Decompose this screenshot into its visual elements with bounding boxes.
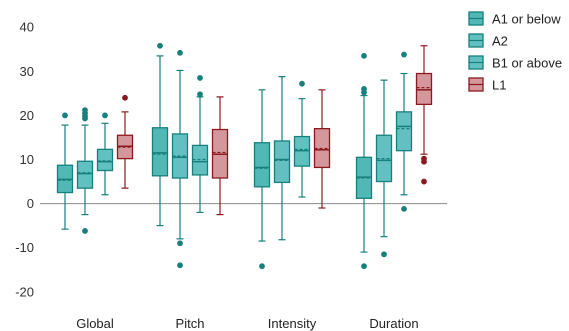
box-iqr bbox=[253, 142, 271, 188]
y-tick-label: 20 bbox=[20, 108, 34, 123]
y-tick-label: -10 bbox=[15, 240, 34, 255]
category-label-duration: Duration bbox=[369, 316, 418, 331]
box-l1-intensity bbox=[313, 89, 331, 209]
y-tick-label: 0 bbox=[27, 196, 34, 211]
outlier-point bbox=[177, 240, 183, 247]
outlier-point bbox=[102, 112, 108, 119]
outlier-point bbox=[421, 158, 427, 165]
box-a2-pitch bbox=[171, 49, 189, 269]
box-a1-or-below-pitch bbox=[151, 42, 169, 227]
outlier-point bbox=[361, 263, 367, 270]
outlier-point bbox=[421, 178, 427, 185]
series-a1-or-below bbox=[56, 42, 373, 270]
outlier-point bbox=[157, 42, 163, 49]
legend-label: A2 bbox=[492, 34, 508, 49]
outlier-point bbox=[177, 49, 183, 56]
outlier-point bbox=[361, 89, 367, 96]
box-iqr bbox=[96, 148, 114, 172]
box-iqr bbox=[273, 140, 291, 184]
box-l1-duration bbox=[415, 45, 433, 185]
category-label-intensity: Intensity bbox=[268, 316, 317, 331]
x-axis: Global Pitch Intensity Duration bbox=[76, 316, 418, 331]
box-a1-or-below-global bbox=[56, 112, 74, 230]
outlier-point bbox=[259, 263, 265, 270]
y-tick-label: 10 bbox=[20, 152, 34, 167]
box-iqr bbox=[151, 127, 169, 177]
box-b1-or-above-duration bbox=[395, 51, 413, 212]
legend-item-a2: A2 bbox=[468, 33, 508, 49]
y-tick-label: 40 bbox=[20, 20, 34, 35]
outlier-point bbox=[381, 251, 387, 258]
outlier-point bbox=[197, 75, 203, 81]
y-tick-label: 30 bbox=[20, 64, 34, 79]
legend: A1 or below A2 B1 or above L1 bbox=[468, 11, 562, 93]
outlier-point bbox=[82, 228, 88, 234]
outlier-point bbox=[299, 80, 305, 87]
box-b1-or-above-pitch bbox=[191, 75, 209, 214]
outlier-point bbox=[361, 52, 367, 59]
y-axis: -20 -10 0 10 20 30 40 bbox=[15, 20, 34, 300]
box-a1-or-below-duration bbox=[355, 52, 373, 270]
category-label-global: Global bbox=[76, 316, 114, 331]
outlier-point bbox=[82, 115, 88, 122]
box-b1-or-above-intensity bbox=[293, 80, 311, 198]
category-label-pitch: Pitch bbox=[176, 316, 205, 331]
outlier-point bbox=[177, 262, 183, 269]
legend-item-b1-or-above: B1 or above bbox=[468, 55, 562, 71]
legend-label: B1 or above bbox=[492, 56, 562, 71]
legend-item-l1: L1 bbox=[468, 77, 506, 93]
outlier-point bbox=[197, 91, 203, 98]
outlier-point bbox=[401, 205, 407, 212]
series-a2 bbox=[76, 49, 393, 269]
series-l1 bbox=[116, 45, 433, 216]
box-l1-global bbox=[116, 94, 134, 189]
box-iqr bbox=[395, 111, 413, 152]
box-a2-global bbox=[76, 107, 94, 234]
box-iqr bbox=[76, 160, 94, 189]
legend-item-a1-or-below: A1 or below bbox=[468, 11, 561, 27]
outlier-point bbox=[401, 51, 407, 58]
box-iqr bbox=[415, 72, 433, 106]
box-a2-duration bbox=[375, 79, 393, 258]
box-a2-intensity bbox=[273, 76, 291, 241]
box-l1-pitch bbox=[211, 96, 229, 216]
box-iqr bbox=[191, 144, 209, 176]
outlier-point bbox=[122, 94, 128, 101]
box-b1-or-above-global bbox=[96, 112, 114, 196]
box-a1-or-below-intensity bbox=[253, 89, 271, 270]
plot-area bbox=[40, 42, 447, 270]
y-tick-label: -20 bbox=[15, 284, 34, 299]
series-b1-or-above bbox=[96, 51, 413, 214]
legend-label: L1 bbox=[492, 78, 506, 93]
legend-label: A1 or below bbox=[492, 12, 561, 27]
outlier-point bbox=[62, 112, 68, 119]
